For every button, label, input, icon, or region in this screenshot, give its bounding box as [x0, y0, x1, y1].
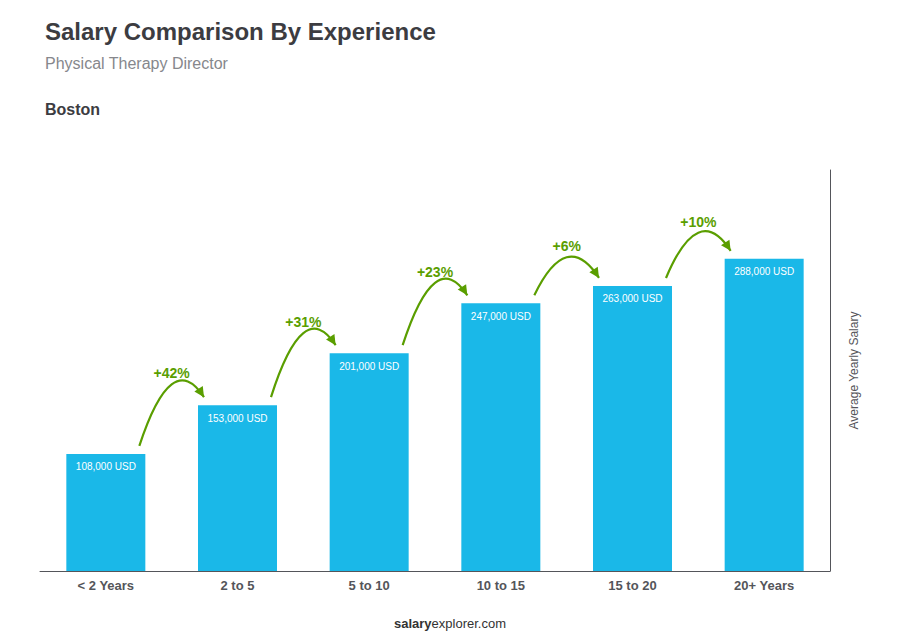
svg-text:288,000 USD: 288,000 USD — [734, 266, 794, 277]
svg-text:Salary Comparison By Experienc: Salary Comparison By Experience — [45, 18, 436, 45]
svg-text:263,000 USD: 263,000 USD — [602, 293, 662, 304]
svg-text:2 to 5: 2 to 5 — [221, 578, 255, 593]
svg-text:salary: salary — [394, 616, 432, 631]
svg-text:< 2 Years: < 2 Years — [78, 578, 135, 593]
svg-text:+42%: +42% — [154, 365, 191, 381]
svg-text:+23%: +23% — [417, 264, 454, 280]
svg-text:explorer.com: explorer.com — [432, 616, 506, 631]
svg-text:15 to 20: 15 to 20 — [608, 578, 656, 593]
svg-text:247,000 USD: 247,000 USD — [471, 311, 531, 322]
svg-text:Boston: Boston — [45, 101, 100, 118]
svg-text:5 to 10: 5 to 10 — [349, 578, 390, 593]
svg-text:153,000 USD: 153,000 USD — [207, 413, 267, 424]
svg-text:20+ Years: 20+ Years — [734, 578, 794, 593]
svg-text:10 to 15: 10 to 15 — [477, 578, 525, 593]
svg-text:+31%: +31% — [285, 314, 322, 330]
svg-text:Average Yearly Salary: Average Yearly Salary — [847, 312, 861, 430]
svg-text:Physical Therapy Director: Physical Therapy Director — [45, 55, 229, 72]
svg-text:201,000 USD: 201,000 USD — [339, 361, 399, 372]
svg-text:108,000 USD: 108,000 USD — [76, 461, 136, 472]
svg-text:+6%: +6% — [552, 238, 581, 254]
svg-text:+10%: +10% — [680, 214, 717, 230]
